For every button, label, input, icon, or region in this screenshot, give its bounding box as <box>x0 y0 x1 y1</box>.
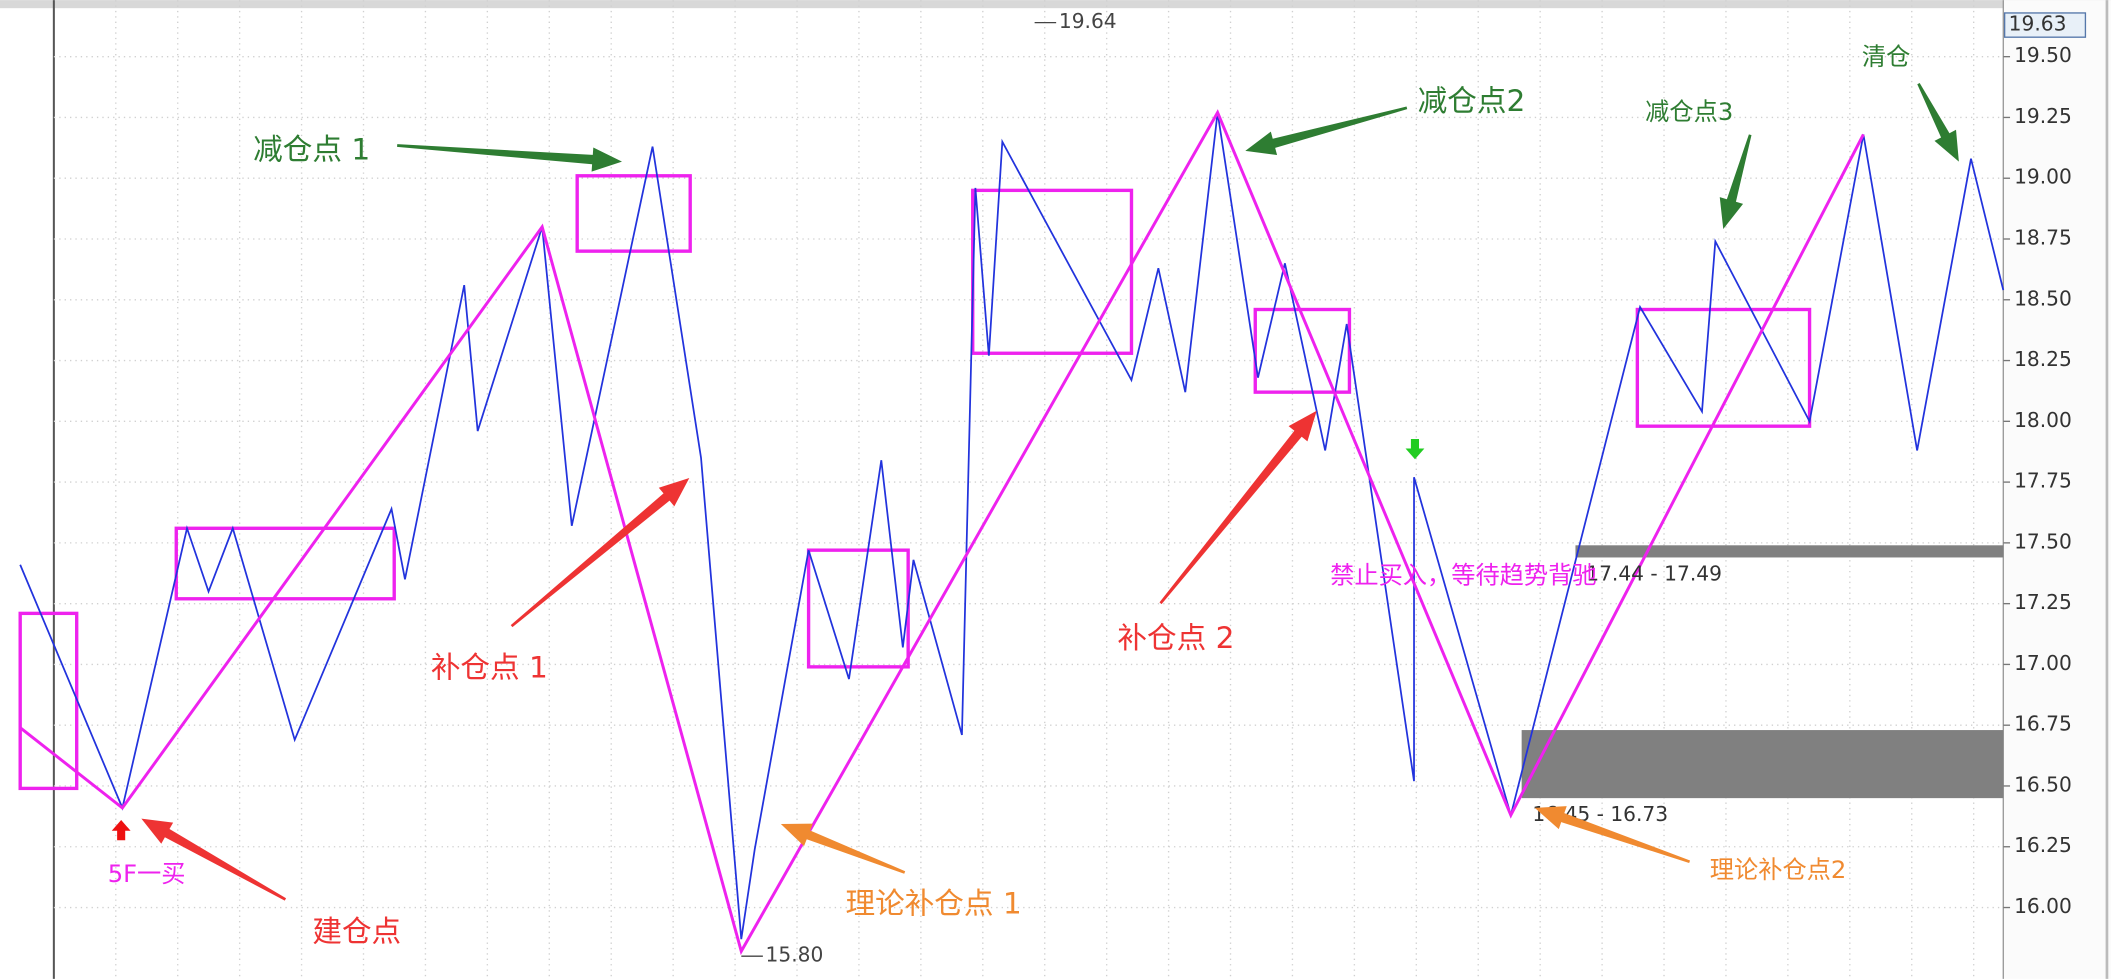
annotation: 理论补仓点 1 <box>845 886 1021 920</box>
pivot-box <box>1253 307 1352 394</box>
annotation: 建仓点 <box>312 915 401 949</box>
annotation-arrow <box>1719 134 1752 229</box>
buy-signal-arrow <box>111 820 131 841</box>
annotation: 禁止买入，等待趋势背驰 <box>1330 561 1596 589</box>
annotation-arrow <box>397 144 622 172</box>
annotation: 减仓点3 <box>1645 98 1733 126</box>
annotation: 5F一买 <box>108 860 186 888</box>
zigzag-line <box>19 109 1865 956</box>
y-tick-label: 16.75 <box>2014 712 2072 736</box>
annotation-arrow <box>1159 410 1317 605</box>
y-tick-label: 16.25 <box>2014 833 2072 857</box>
y-tick-label: 18.25 <box>2014 347 2072 371</box>
zone-label: 17.44 - 17.49 <box>1586 561 1722 585</box>
annotation-arrow <box>780 823 906 874</box>
price-zone <box>1521 730 2004 799</box>
annotation: 减仓点2 <box>1418 84 1526 118</box>
annotation-arrow <box>141 818 287 901</box>
y-tick-label: 19.50 <box>2014 43 2072 67</box>
y-tick-label: 17.00 <box>2014 651 2072 675</box>
y-tick-label: 17.25 <box>2014 590 2072 614</box>
annotation: 补仓点 1 <box>431 651 548 685</box>
pivot-box <box>174 526 396 601</box>
y-tick-label: 16.50 <box>2014 772 2072 796</box>
last-price-box <box>2003 12 2087 38</box>
annotation-arrow <box>510 478 690 628</box>
low-label: 15.80 <box>766 943 824 967</box>
labels: 16.00 16.25 16.50 16.75 17.00 17.25 17.50 17.75… <box>108 9 2087 967</box>
pivot-box <box>1635 307 1812 428</box>
y-tick-label: 16.00 <box>2014 894 2072 918</box>
price-zone <box>1575 545 2004 558</box>
y-tick-label: 18.00 <box>2014 408 2072 432</box>
zigzag-line <box>19 112 2005 940</box>
y-tick-label: 18.50 <box>2014 286 2072 310</box>
y-axis-panel <box>2003 0 2111 979</box>
annotation: 补仓点 2 <box>1117 621 1234 655</box>
y-tick-label: 19.25 <box>2014 104 2072 128</box>
y-tick-label: 19.00 <box>2014 165 2072 189</box>
y-tick-label: 17.75 <box>2014 469 2072 493</box>
annotation: 减仓点 1 <box>253 132 370 166</box>
y-tick-label: 18.75 <box>2014 225 2072 249</box>
marks <box>18 21 2005 957</box>
grid <box>53 0 2011 979</box>
annotation: 清仓 <box>1862 43 1910 71</box>
y-tick-label: 17.50 <box>2014 529 2072 553</box>
annotation-arrow <box>1245 106 1408 155</box>
annotation-arrow <box>1917 82 1959 162</box>
last-price-label: 19.63 <box>2009 12 2067 36</box>
high-label: 19.64 <box>1059 9 1117 33</box>
annotation-arrow <box>1534 806 1691 864</box>
sell-signal-arrow <box>1405 439 1425 460</box>
annotation: 理论补仓点2 <box>1710 856 1847 884</box>
toolbar-strip <box>0 0 2111 9</box>
pivot-box <box>575 174 692 253</box>
